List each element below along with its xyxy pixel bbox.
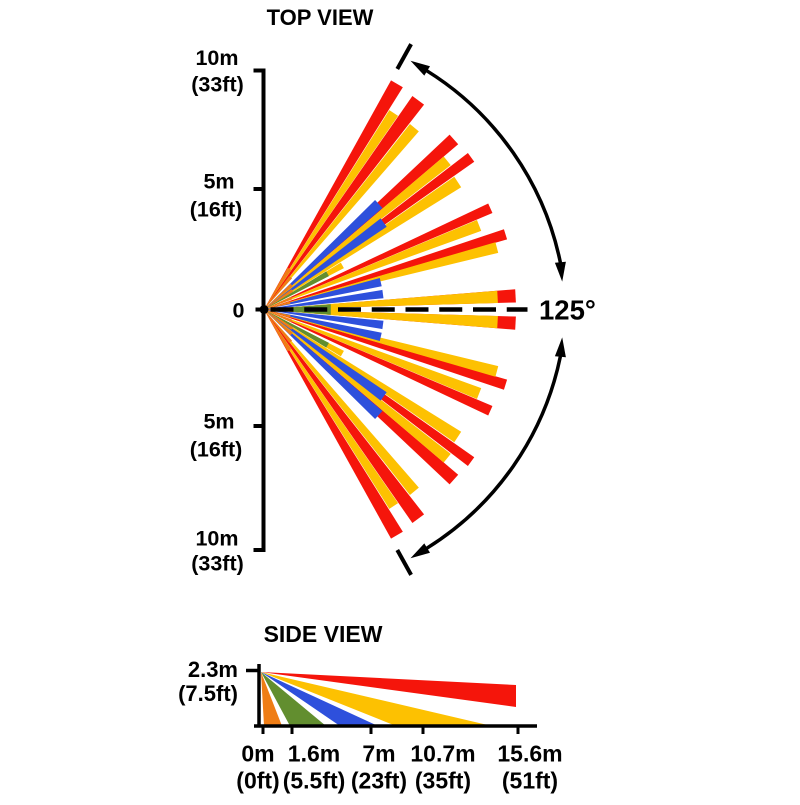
svg-text:(33ft): (33ft) [191,552,244,576]
svg-text:TOP VIEW: TOP VIEW [267,5,374,30]
svg-text:10m: 10m [195,527,238,551]
svg-text:5m: 5m [203,410,234,434]
svg-text:(16ft): (16ft) [190,198,243,222]
svg-text:(0ft): (0ft) [236,768,279,794]
svg-text:(5.5ft): (5.5ft) [283,768,346,794]
svg-text:(23ft): (23ft) [351,768,407,794]
svg-text:1.6m: 1.6m [288,741,340,767]
svg-text:(7.5ft): (7.5ft) [178,681,238,706]
svg-text:SIDE VIEW: SIDE VIEW [264,621,383,647]
svg-text:5m: 5m [203,170,234,194]
svg-text:7m: 7m [362,741,395,767]
svg-text:(16ft): (16ft) [190,438,243,462]
svg-text:125°: 125° [539,295,596,326]
svg-text:10.7m: 10.7m [410,741,475,767]
svg-text:15.6m: 15.6m [497,741,562,767]
svg-text:(35ft): (35ft) [415,768,471,794]
svg-text:0m: 0m [241,741,274,767]
svg-text:(51ft): (51ft) [502,768,558,794]
svg-text:10m: 10m [195,46,238,70]
svg-text:(33ft): (33ft) [191,73,244,97]
svg-text:0: 0 [233,299,245,323]
svg-text:2.3m: 2.3m [188,657,238,682]
